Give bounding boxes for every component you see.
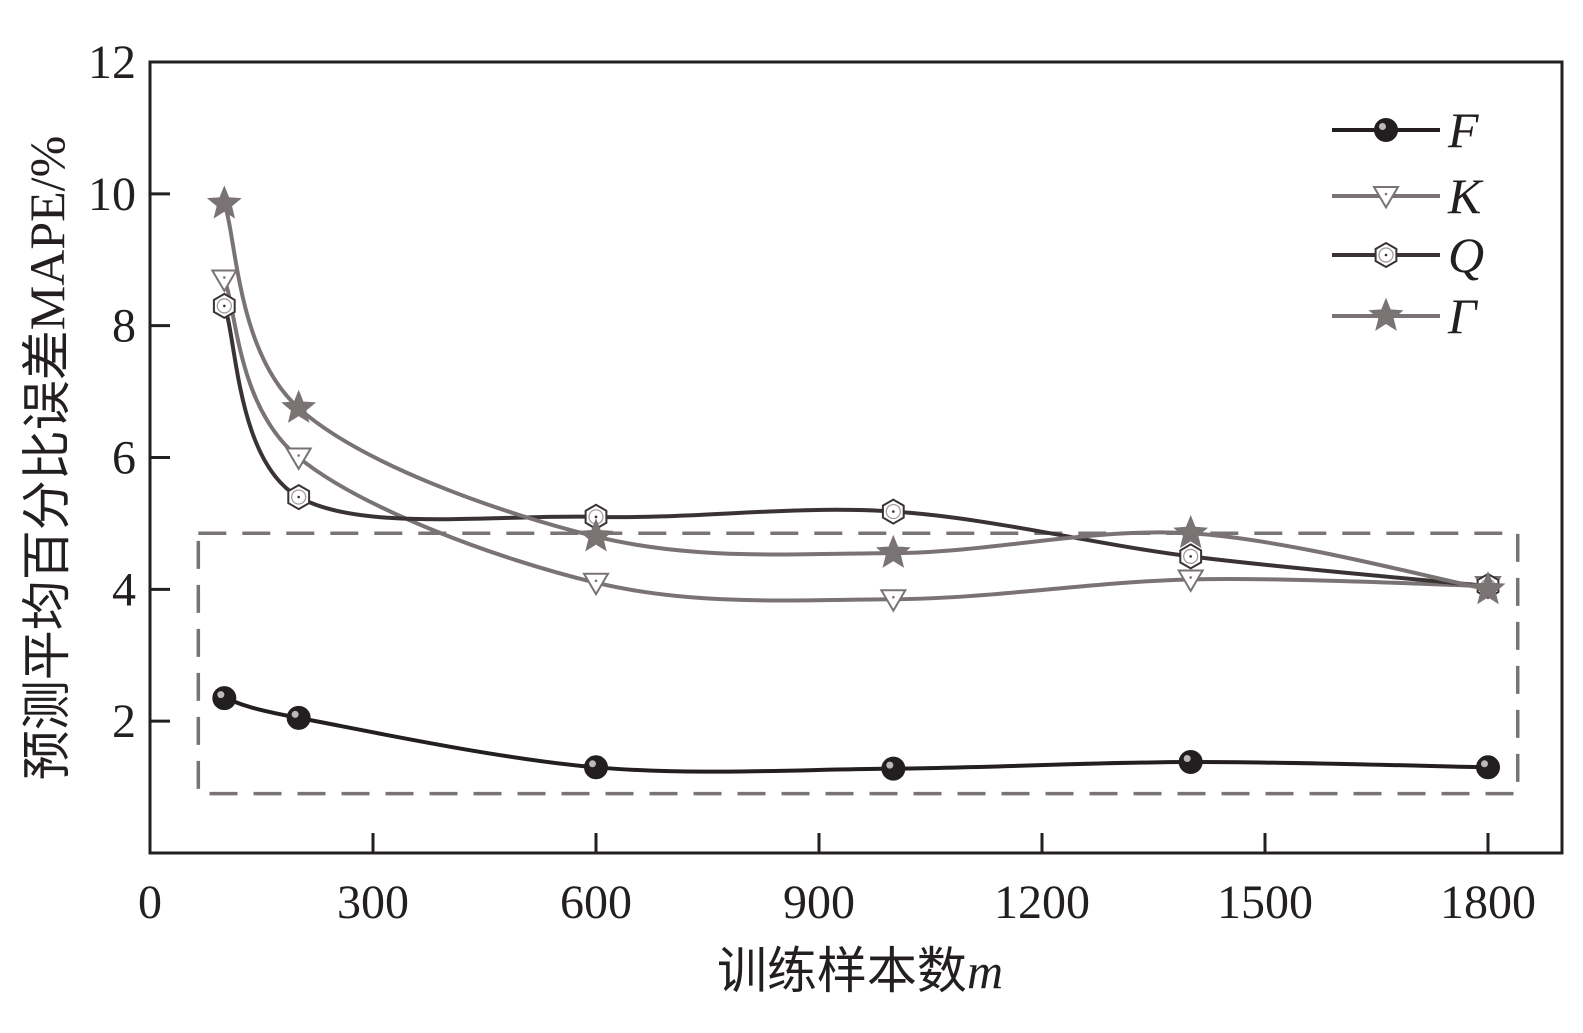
point-F-1400 (1178, 750, 1203, 775)
legend-marker-Q-dot (1384, 253, 1388, 257)
x-tick-label-1800: 1800 (1440, 876, 1536, 929)
point-Q-1000-inner (885, 503, 901, 520)
y-tick-label-4: 4 (112, 563, 136, 616)
legend-marker-F (1374, 118, 1398, 142)
series-Q (212, 292, 1500, 600)
point-K-600-dot (594, 579, 598, 583)
point-F-1400-highlight (1183, 755, 1191, 763)
point-Q-100-dot (223, 304, 226, 308)
legend-label-K: K (1447, 168, 1484, 224)
point-Q-100-inner (216, 298, 232, 314)
point-K-200-dot (297, 454, 300, 457)
point-F-1800-highlight (1481, 760, 1488, 768)
point-K-100-dot (223, 276, 226, 279)
point-Γ-1400 (1173, 514, 1209, 549)
point-K-200 (284, 447, 313, 471)
point-K-1000-dot (892, 595, 895, 599)
x-tick-label-900: 900 (783, 876, 855, 929)
point-Q-600-dot (594, 515, 598, 519)
x-tick-label-1500: 1500 (1217, 876, 1313, 929)
point-F-1000-highlight (886, 761, 894, 769)
point-Γ-1800 (1470, 570, 1506, 605)
legend-entry-Γ: Γ (1332, 288, 1479, 344)
point-Q-200-inner (291, 489, 307, 505)
x-axis-label-text: 训练样本数 (717, 943, 967, 999)
x-axis-label: 训练样本数m (717, 943, 1003, 999)
highlight-box (196, 531, 1520, 796)
x-axis-label-var: m (967, 943, 1003, 999)
axes: 0 300 600 900 1200 1500 1800 2 4 6 8 10 12 (88, 36, 1536, 929)
point-F-600-highlight (589, 760, 596, 768)
legend-label-F: F (1447, 102, 1479, 158)
series-F (212, 686, 1500, 781)
legend-label-Γ: Γ (1447, 288, 1479, 344)
legend-marker-K-dot (1384, 192, 1388, 196)
series-K (210, 269, 1502, 613)
series-line-F (223, 696, 1489, 774)
y-tick-label-8: 8 (112, 300, 136, 353)
y-tick-label-2: 2 (112, 695, 136, 748)
y-tick-label-12: 12 (88, 36, 136, 89)
x-tick-label-300: 300 (337, 876, 409, 929)
point-Q-1000-dot (892, 510, 895, 513)
point-Q-1400-inner (1183, 548, 1199, 564)
point-Γ-1000 (875, 534, 911, 568)
point-Γ-200 (281, 389, 317, 423)
point-Q-200-dot (297, 495, 300, 499)
highlight-box-rect (196, 531, 1520, 796)
point-F-200 (286, 705, 311, 730)
point-Γ-100 (206, 185, 242, 219)
x-tick-label-600: 600 (560, 876, 632, 929)
y-axis-label: 预测平均百分比误差MAPE/% (19, 136, 75, 780)
legend-entry-K: K (1332, 168, 1484, 224)
point-F-100 (212, 686, 237, 711)
series-Γ (206, 185, 1506, 605)
point-F-200-highlight (291, 710, 299, 718)
plot-area (148, 60, 1564, 855)
point-F-600 (584, 755, 608, 780)
point-K-600 (582, 572, 610, 597)
point-F-100-highlight (217, 691, 225, 699)
point-K-100 (210, 269, 239, 293)
y-tick-label-6: 6 (112, 432, 136, 485)
series-line-Q (222, 305, 1489, 589)
series-group (206, 185, 1506, 781)
point-Γ-600 (578, 518, 614, 552)
point-K-1400-dot (1189, 576, 1192, 579)
legend-marker-Q-inner (1378, 247, 1394, 263)
legend-entry-F: F (1332, 102, 1479, 158)
point-Q-1400-dot (1189, 555, 1192, 558)
legend-entry-Q: Q (1332, 227, 1484, 283)
legend-marker-Γ (1368, 297, 1404, 331)
y-tick-label-10: 10 (88, 168, 136, 221)
point-K-1400 (1176, 569, 1205, 593)
point-F-1000 (881, 756, 906, 781)
point-K-1000 (879, 589, 908, 613)
legend-marker-K (1372, 186, 1400, 210)
legend-label-Q: Q (1448, 227, 1484, 283)
x-tick-label-0: 0 (138, 876, 162, 929)
point-F-1800 (1476, 755, 1500, 780)
legend-marker-F-highlight (1379, 123, 1386, 130)
series-line-Γ (222, 203, 1489, 592)
plot-frame (148, 60, 1564, 855)
x-tick-label-1200: 1200 (994, 876, 1090, 929)
